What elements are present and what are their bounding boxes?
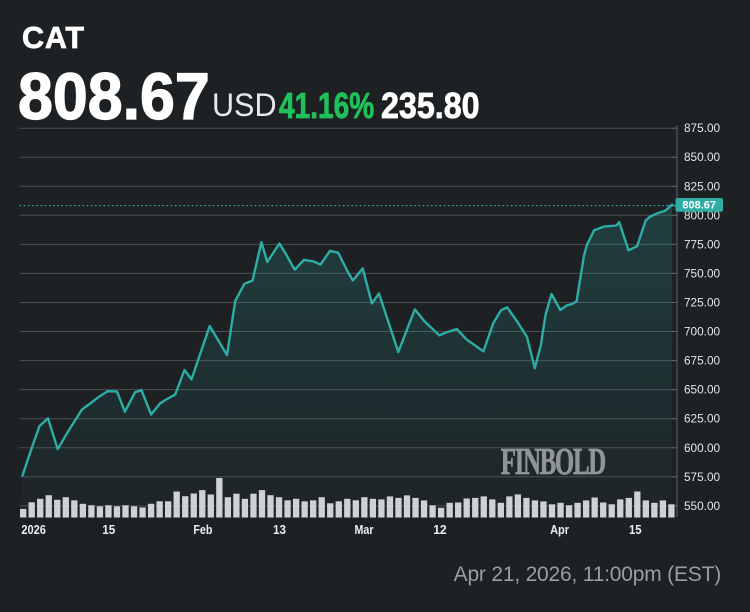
svg-text:575.00: 575.00 [684, 470, 721, 484]
svg-text:650.00: 650.00 [684, 383, 721, 397]
svg-text:12: 12 [433, 522, 447, 537]
svg-text:2026: 2026 [21, 522, 46, 537]
svg-text:825.00: 825.00 [684, 179, 721, 193]
svg-text:875.00: 875.00 [684, 121, 721, 135]
svg-text:700.00: 700.00 [684, 325, 721, 339]
svg-text:750.00: 750.00 [684, 266, 721, 280]
svg-text:625.00: 625.00 [684, 412, 721, 426]
svg-text:775.00: 775.00 [684, 237, 721, 251]
svg-text:15: 15 [629, 522, 642, 537]
svg-text:13: 13 [273, 522, 286, 537]
svg-text:15: 15 [102, 522, 115, 537]
svg-text:725.00: 725.00 [684, 296, 721, 310]
svg-text:Apr: Apr [550, 522, 569, 537]
svg-text:850.00: 850.00 [684, 150, 721, 164]
svg-text:Mar: Mar [355, 522, 374, 537]
svg-text:675.00: 675.00 [684, 354, 721, 368]
svg-text:Feb: Feb [193, 522, 212, 537]
svg-text:550.00: 550.00 [684, 499, 721, 513]
svg-text:808.67: 808.67 [682, 199, 716, 211]
svg-text:600.00: 600.00 [684, 441, 721, 455]
